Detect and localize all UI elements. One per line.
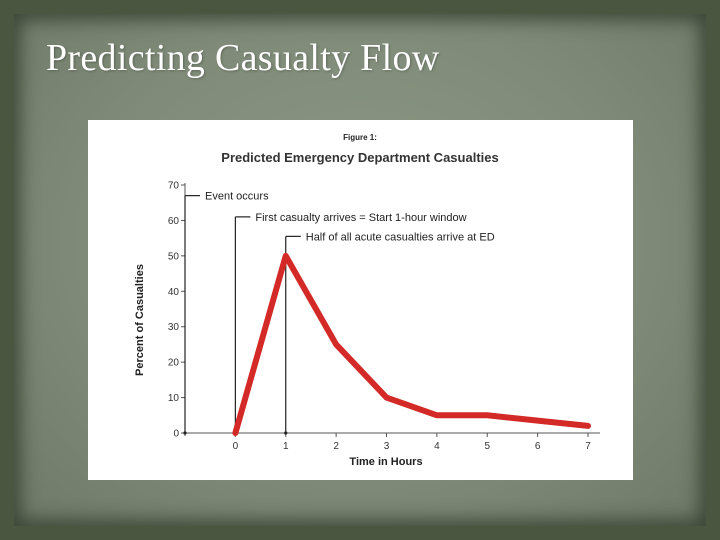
annotation-dot (284, 431, 288, 435)
annotations: Event occurs First casualty arrives = Sta… (183, 191, 495, 435)
figure-label: Figure 1: (343, 133, 377, 142)
y-tick-label: 60 (168, 216, 180, 227)
x-axis-label: Time in Hours (349, 456, 422, 468)
x-tick-label: 7 (585, 441, 591, 452)
chart-title: Predicted Emergency Department Casualtie… (221, 150, 498, 165)
x-tick-label: 0 (233, 441, 239, 452)
x-tick-label: 3 (384, 441, 390, 452)
y-tick-label: 50 (168, 251, 180, 262)
x-tick-label: 5 (484, 441, 490, 452)
axes: 0 10 20 30 40 50 60 70 0 1 2 3 4 5 6 7 (168, 181, 600, 452)
x-tick-label: 4 (434, 441, 440, 452)
x-tick-label: 2 (333, 441, 339, 452)
slide-title: Predicting Casualty Flow (46, 37, 440, 79)
annotation-label: Half of all acute casualties arrive at E… (306, 231, 495, 243)
annotation-label: Event occurs (205, 191, 269, 203)
figure-panel: Figure 1: Predicted Emergency Department… (88, 120, 633, 480)
y-tick-label: 40 (168, 287, 180, 298)
x-tick-label: 1 (283, 441, 289, 452)
y-axis-label: Percent of Casualties (134, 264, 146, 376)
y-tick-label: 70 (168, 181, 180, 192)
y-tick-label: 20 (168, 358, 180, 369)
series-group (232, 252, 591, 436)
y-tick-label: 10 (168, 393, 180, 404)
series-line (232, 252, 591, 436)
annotation-dot (183, 431, 187, 435)
casualty-chart: Figure 1: Predicted Emergency Department… (134, 133, 600, 468)
annotation-label: First casualty arrives = Start 1-hour wi… (255, 212, 466, 224)
y-tick-label: 30 (168, 322, 180, 333)
y-tick-label: 0 (173, 429, 179, 440)
x-tick-label: 6 (535, 441, 541, 452)
